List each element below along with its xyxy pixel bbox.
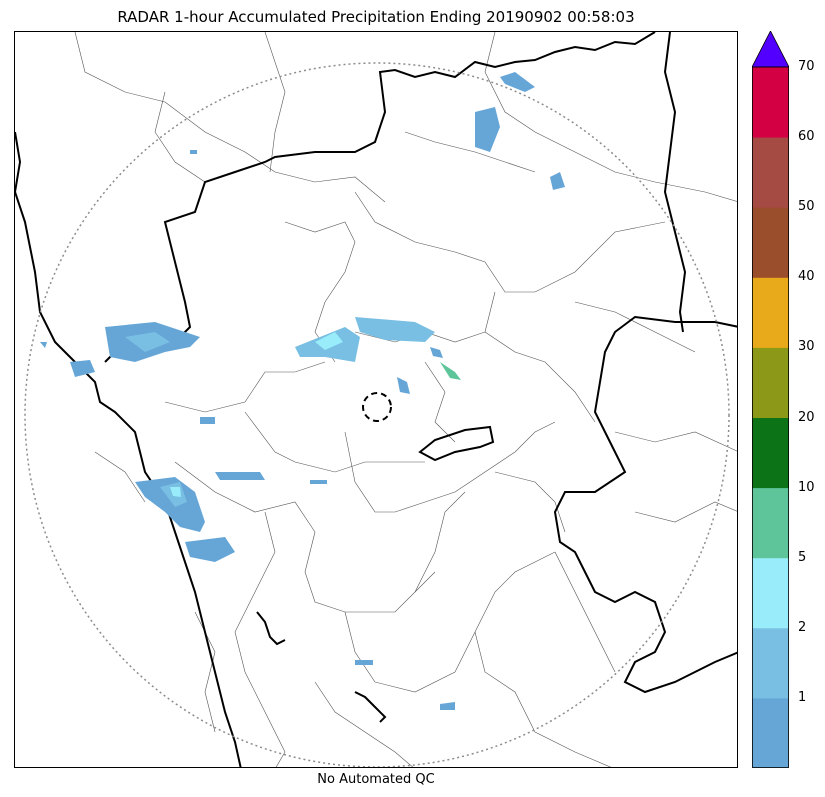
colorbar-band [752,417,789,489]
colorbar-tick-label: 2 [798,619,807,635]
colorbar-band [752,67,789,138]
echo-central-band-cyan [315,332,343,350]
echo-north-1 [475,107,500,152]
colorbar-band [752,207,789,278]
echo-east-green [440,362,461,380]
echo-east-small [430,347,443,358]
precipitation-echoes [40,72,565,710]
colorbar-tick-label: 40 [798,269,815,285]
qc-note: No Automated QC [317,772,435,787]
colorbar-band [752,347,789,418]
echo-south-small [310,480,327,484]
district-boundaries [74,32,737,767]
colorbar-band [752,277,789,348]
echo-north-3 [550,172,565,190]
colorbar-outline [752,66,789,768]
echo-west-coast-3 [40,342,47,348]
echo-west-coast-1-core [125,332,170,352]
echo-south-2 [355,660,373,665]
colorbar-tick-label: 70 [798,59,815,74]
echo-north-2 [500,72,535,92]
colorbar-tick-label: 10 [798,479,815,495]
colorbar-tick-label: 30 [798,339,815,355]
echo-southwest-1 [135,477,205,532]
echo-southwest-1-peak [170,487,181,497]
radar-site-marker [362,392,392,422]
colorbar-extend-triangle [752,31,789,68]
colorbar-labels: 1 2 5 10 20 30 40 50 60 70 [798,0,825,797]
state-boundaries [15,32,737,767]
colorbar-tick-label: 5 [798,549,807,565]
map-title: RADAR 1-hour Accumulated Precipitation E… [117,8,635,26]
colorbar-tick-label: 60 [798,129,815,145]
colorbar-band [752,487,789,559]
radar-map[interactable] [14,31,738,768]
echo-southwest-2 [185,537,235,562]
colorbar-bands [752,67,789,768]
echo-central-west [215,472,265,480]
colorbar-band [752,557,789,629]
precipitation-colorbar [752,31,789,768]
colorbar-band [752,137,789,208]
radar-map-canvas [15,32,737,767]
echo-south-3 [440,702,455,710]
echo-central-small [200,417,215,424]
echo-near-site [397,377,410,394]
echo-central-band-2 [355,317,435,342]
colorbar-tick-label: 20 [798,409,815,425]
radar-range-ring [24,62,730,767]
echo-north-small [190,150,197,154]
colorbar-tick-label: 1 [798,689,807,705]
colorbar-band [752,627,789,699]
echo-west-coast-2 [70,360,95,377]
colorbar-band [752,697,789,768]
colorbar-tick-label: 50 [798,199,815,215]
